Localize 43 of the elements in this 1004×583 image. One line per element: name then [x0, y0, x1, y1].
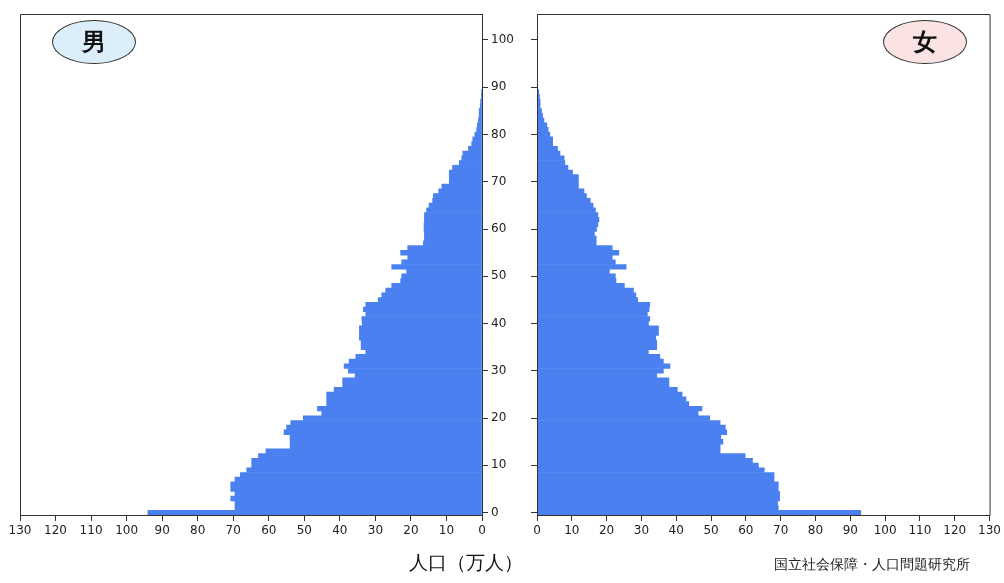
x-tick-label: 50 [296, 523, 312, 538]
x-tick-label: 70 [225, 523, 241, 538]
y-tick-label: 80 [491, 126, 507, 141]
x-tick-label: 90 [842, 523, 858, 538]
x-tick-label: 120 [943, 523, 967, 538]
x-axis-title: 人口（万人） [408, 550, 524, 575]
y-tick-label: 100 [491, 32, 514, 47]
oval-badge: 男 [52, 20, 136, 64]
x-tick-label: 0 [533, 523, 541, 538]
x-tick-label: 0 [478, 523, 486, 538]
y-tick-label: 60 [491, 221, 507, 236]
y-tick-label: 90 [491, 79, 507, 94]
y-tick-label: 0 [491, 504, 499, 519]
y-tick-label: 30 [491, 362, 507, 377]
x-tick-label: 10 [564, 523, 580, 538]
x-tick-label: 20 [403, 523, 419, 538]
x-tick-label: 60 [261, 523, 277, 538]
x-tick-label: 110 [79, 523, 103, 538]
x-tick-label: 60 [738, 523, 754, 538]
x-tick-label: 10 [438, 523, 455, 538]
x-tick-label: 100 [873, 523, 897, 538]
x-tick-label: 20 [598, 523, 615, 538]
y-tick-label: 20 [491, 410, 507, 425]
y-tick-label: 40 [491, 315, 507, 330]
y-tick-label: 10 [491, 457, 507, 472]
text: 国立社会保障・人口問題研究所 [774, 556, 970, 574]
x-tick-label: 130 [8, 523, 32, 538]
x-tick-label: 120 [44, 523, 67, 538]
x-tick-label: 30 [633, 523, 650, 538]
x-tick-label: 90 [154, 523, 170, 538]
y-tick-label: 50 [491, 268, 507, 283]
x-tick-label: 80 [190, 523, 206, 538]
y-tick-label: 70 [491, 173, 507, 188]
x-tick-label: 40 [668, 523, 684, 538]
x-tick-label: 50 [703, 523, 719, 538]
x-tick-label: 80 [807, 523, 824, 538]
oval-badge: 女 [883, 20, 967, 64]
x-tick-label: 130 [978, 523, 1001, 538]
x-tick-label: 40 [332, 523, 348, 538]
x-tick-label: 110 [908, 523, 932, 538]
x-tick-label: 30 [367, 523, 384, 538]
x-tick-label: 100 [115, 523, 139, 538]
x-tick-label: 70 [773, 523, 789, 538]
